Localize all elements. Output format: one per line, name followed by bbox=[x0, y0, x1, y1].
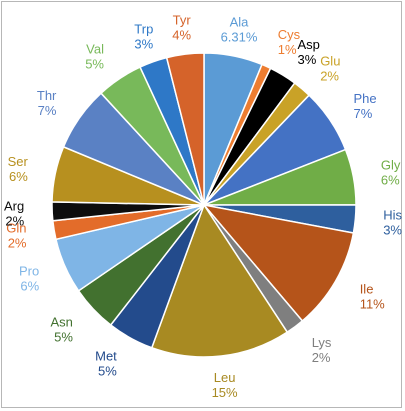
slice-percent: 2% bbox=[320, 69, 339, 84]
slice-label-thr: Thr 7% bbox=[37, 88, 57, 118]
slice-name: Asn bbox=[50, 314, 72, 329]
slice-label-ser: Ser 6% bbox=[8, 154, 29, 184]
slice-label-leu: Leu 15% bbox=[212, 370, 238, 400]
slice-name: Pro bbox=[19, 263, 39, 278]
slice-label-cys: Cys 1% bbox=[278, 27, 301, 57]
slice-name: Tyr bbox=[173, 12, 192, 27]
slice-percent: 6% bbox=[381, 173, 400, 188]
slice-name: His bbox=[383, 208, 402, 223]
slice-percent: 5% bbox=[54, 329, 73, 344]
slice-percent: 4% bbox=[172, 27, 191, 42]
slice-label-his: His 3% bbox=[383, 208, 402, 238]
pie-slice-tyr bbox=[165, 52, 205, 206]
slice-percent: 3% bbox=[383, 223, 402, 238]
slice-name: Asp bbox=[298, 37, 320, 52]
slice-label-gly: Gly 6% bbox=[381, 158, 401, 188]
slice-name: Glu bbox=[320, 54, 340, 69]
slice-label-asn: Asn 5% bbox=[50, 314, 73, 344]
slice-percent: 1% bbox=[278, 42, 297, 57]
slice-label-phe: Phe 7% bbox=[354, 91, 377, 121]
slice-label-tyr: Tyr 4% bbox=[172, 12, 191, 42]
slice-percent: 6% bbox=[20, 278, 39, 293]
slice-percent: 7% bbox=[354, 106, 373, 121]
slice-label-ala: Ala 6.31% bbox=[221, 14, 258, 44]
slice-percent: 15% bbox=[212, 385, 238, 400]
slice-percent: 7% bbox=[38, 103, 57, 118]
slice-percent: 11% bbox=[360, 296, 385, 311]
slice-percent: 6.31% bbox=[221, 29, 258, 44]
slice-percent: 6% bbox=[9, 169, 28, 184]
slice-label-lys: Lys 2% bbox=[312, 335, 332, 365]
slice-name: Arg bbox=[4, 199, 24, 214]
slice-percent: 5% bbox=[85, 56, 104, 71]
slice-name: Gly bbox=[381, 158, 401, 173]
slice-name: Val bbox=[86, 41, 104, 56]
slice-name: Cys bbox=[278, 27, 301, 42]
slice-label-arg: Arg 2% bbox=[4, 199, 25, 229]
slice-name: Phe bbox=[354, 91, 377, 106]
slice-label-glu: Glu 2% bbox=[320, 54, 340, 84]
slice-label-trp: Trp 3% bbox=[134, 21, 153, 51]
slice-percent: 3% bbox=[134, 36, 153, 51]
slice-name: Lys bbox=[312, 335, 332, 350]
slice-label-pro: Pro 6% bbox=[19, 263, 40, 293]
slice-name: Met bbox=[95, 349, 117, 364]
slice-label-gln: Gln 2% bbox=[6, 221, 27, 251]
slice-label-ile: Ile 11% bbox=[360, 281, 385, 311]
slice-percent: 2% bbox=[8, 236, 27, 251]
slice-percent: 3% bbox=[298, 52, 317, 67]
slice-name: Ala bbox=[230, 14, 250, 29]
slice-name: Gln bbox=[6, 221, 26, 236]
pie-slice-leu bbox=[150, 203, 289, 358]
slice-percent: 2% bbox=[5, 214, 24, 229]
slice-percent: 5% bbox=[98, 364, 117, 379]
slice-label-asp: Asp 3% bbox=[298, 37, 320, 67]
slice-name: Ile bbox=[360, 281, 374, 296]
slice-name: Thr bbox=[37, 88, 57, 103]
slice-name: Ser bbox=[8, 154, 29, 169]
pie-slice-ile bbox=[202, 203, 355, 322]
slice-label-met: Met 5% bbox=[95, 349, 117, 379]
slice-name: Trp bbox=[134, 21, 153, 36]
slice-percent: 2% bbox=[312, 350, 331, 365]
slice-label-val: Val 5% bbox=[85, 41, 104, 71]
slice-name: Leu bbox=[214, 370, 236, 385]
